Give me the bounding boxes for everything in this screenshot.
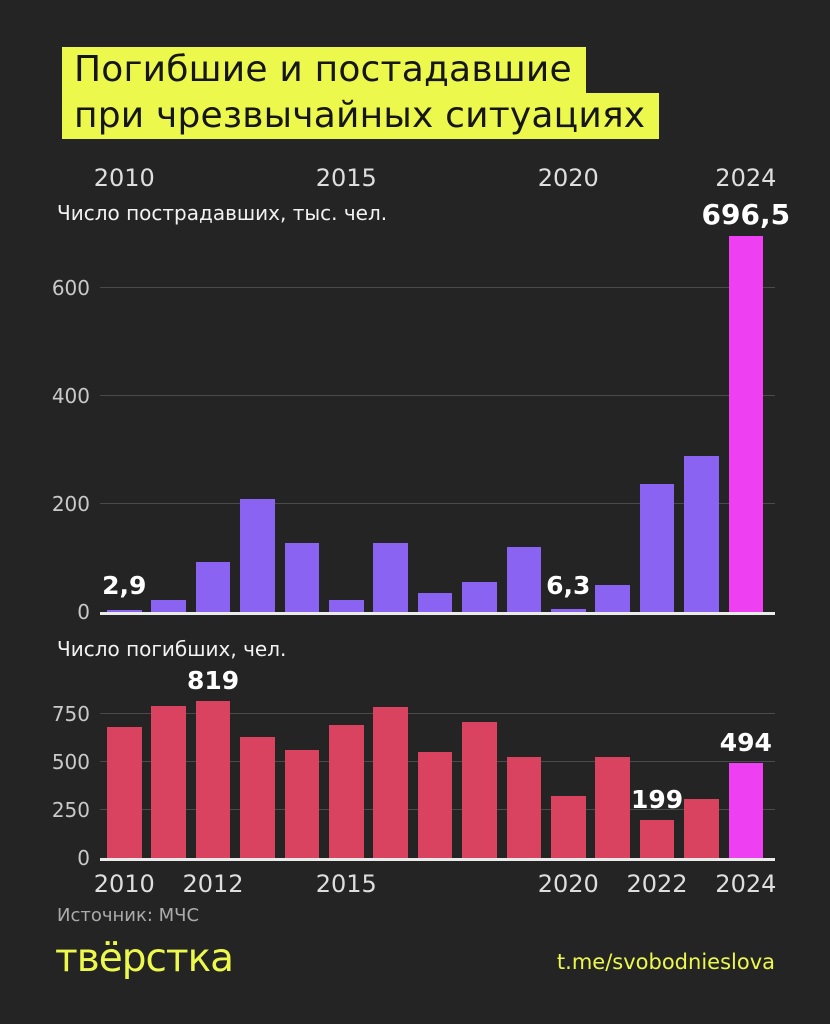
- bar-2019: [506, 757, 542, 858]
- page-title-line-1: Погибшие и постадавшие: [62, 47, 586, 93]
- year-tick-label: 2024: [715, 164, 777, 192]
- bar-2013: [240, 498, 275, 612]
- deaths-chart-plot: 0 250 500 750 819 199 494: [52, 666, 775, 870]
- y-axis-tick-label: 250: [51, 798, 90, 823]
- affected-chart-plot: 0 200 400 600 2,9 6,3 696,5: [52, 199, 790, 624]
- bar-2022: [639, 484, 675, 612]
- bar-2015: [329, 724, 364, 858]
- bar-2010: [107, 610, 142, 612]
- year-tick-label: 2010: [93, 870, 155, 898]
- source-note: Источник: МЧС: [57, 905, 200, 926]
- bar-2023: [684, 455, 719, 612]
- y-axis-tick-label: 750: [51, 702, 90, 727]
- y-axis-tick-label: 200: [51, 492, 90, 516]
- y-axis-tick-label: 600: [51, 276, 90, 300]
- bar-2011: [151, 706, 186, 858]
- y-axis-tick-label: 400: [51, 384, 90, 408]
- page-title: Погибшие и постадавшие при чрезвычайных …: [62, 47, 660, 139]
- affected-chart-title: Число пострадавших, тыс. чел.: [57, 201, 388, 225]
- year-tick-label: 2024: [715, 870, 777, 898]
- bar-2020: [551, 795, 586, 858]
- year-tick-label: 2020: [537, 164, 599, 192]
- bar-value-label: 494: [719, 728, 772, 758]
- year-tick-label: 2020: [537, 870, 599, 898]
- top-year-axis: 2010 2015 2020 2024: [94, 164, 777, 192]
- bar-2016: [373, 707, 408, 858]
- grid-line: [100, 395, 775, 396]
- bar-2021: [595, 585, 630, 612]
- bar-2014: [284, 542, 320, 612]
- bar-2024: [728, 763, 764, 858]
- grid-line: [100, 713, 775, 715]
- year-tick-label: 2012: [182, 870, 244, 898]
- bar-2021: [595, 757, 630, 858]
- bar-2017: [417, 593, 453, 612]
- bar-2017: [417, 752, 453, 858]
- bar-2013: [240, 737, 275, 858]
- telegram-link[interactable]: t.me/svobodnieslova: [556, 950, 775, 974]
- y-axis-tick-label: 500: [51, 750, 90, 775]
- bar-value-label: 819: [186, 665, 240, 695]
- bar-2022: [639, 819, 675, 858]
- bar-2016: [373, 542, 408, 612]
- bar-2024: [728, 235, 764, 612]
- bar-2023: [684, 799, 719, 858]
- y-axis-tick-label: 0: [77, 846, 90, 870]
- bar-2012: [195, 700, 231, 858]
- bar-2018: [462, 582, 497, 612]
- bar-value-label: 6,3: [546, 571, 591, 600]
- bar-2018: [462, 721, 497, 858]
- year-tick-label: 2015: [315, 870, 377, 898]
- verstka-logo: твёрстка: [55, 936, 234, 981]
- bar-value-label: 696,5: [701, 197, 791, 231]
- bar-2012: [195, 561, 231, 612]
- year-tick-label: 2022: [626, 870, 688, 898]
- bar-2010: [107, 726, 142, 858]
- year-tick-label: 2015: [315, 164, 377, 192]
- grid-line: [100, 503, 775, 504]
- bar-value-label: 2,9: [102, 571, 147, 600]
- page-title-line-2: при чрезвычайных ситуациях: [62, 93, 660, 139]
- bar-2014: [284, 749, 320, 858]
- bar-value-label: 199: [630, 784, 684, 814]
- deaths-chart-title: Число погибших, чел.: [57, 637, 287, 661]
- bar-2015: [329, 600, 364, 612]
- grid-line: [100, 287, 775, 288]
- bar-2011: [151, 599, 186, 612]
- bar-2020: [551, 608, 586, 612]
- bar-2019: [506, 547, 542, 612]
- year-tick-label: 2010: [93, 164, 155, 192]
- bottom-year-axis: 2010 2012 2015 2020 2022 2024: [94, 870, 777, 898]
- y-axis-tick-label: 0: [77, 600, 90, 624]
